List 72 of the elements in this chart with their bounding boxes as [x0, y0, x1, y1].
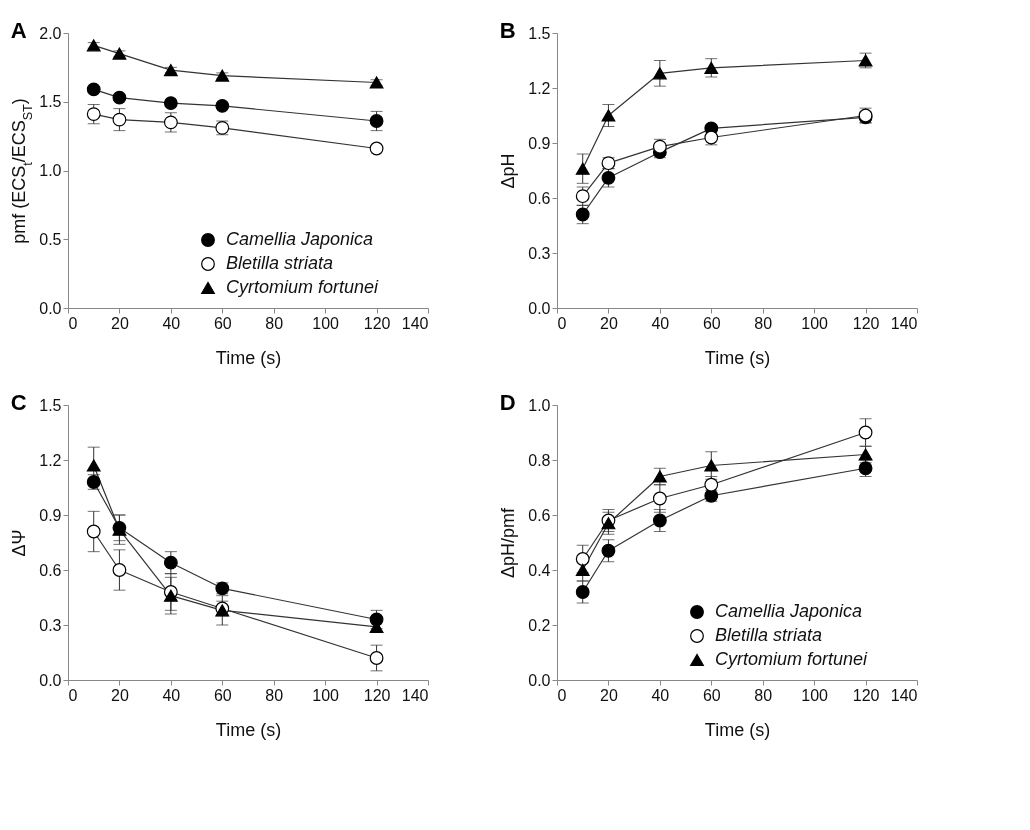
y-axis-title: ΔpH/pmf: [498, 506, 519, 579]
y-tick-label: 0.9: [39, 506, 62, 524]
x-tick-label: 100: [312, 314, 340, 332]
y-tick-label: 0.0: [528, 299, 551, 317]
chart-title: D: [499, 390, 516, 415]
x-tick-label: 100: [312, 686, 340, 704]
chart-title: A: [10, 18, 27, 43]
x-tick-label: 20: [600, 314, 618, 332]
x-tick-label: 80: [754, 686, 773, 704]
x-tick-label: 20: [600, 686, 618, 704]
x-tick-label: 140: [890, 314, 918, 332]
x-tick-label: 60: [702, 314, 721, 332]
chart-title: C: [10, 390, 27, 415]
y-tick-label: 1.5: [39, 396, 62, 414]
x-tick-label: 140: [401, 314, 429, 332]
y-tick-label: 1.5: [39, 93, 62, 111]
y-tick-label: 0.9: [528, 134, 551, 152]
x-tick-label: 60: [702, 686, 721, 704]
y-tick-label: 1.5: [528, 24, 551, 42]
x-tick-label: 60: [213, 686, 232, 704]
x-tick-label: 120: [852, 314, 880, 332]
legend-label: Cyrtomium fortunei: [715, 649, 869, 669]
x-axis-title: Time (s): [704, 347, 771, 368]
x-tick-label: 0: [68, 686, 78, 704]
x-tick-label: 80: [754, 314, 773, 332]
y-tick-label: 0.3: [39, 616, 62, 634]
y-tick-label: 0.5: [39, 230, 62, 248]
x-tick-label: 0: [557, 686, 567, 704]
x-tick-label: 100: [801, 314, 829, 332]
x-tick-label: 100: [801, 686, 829, 704]
legend-label: Camellia Japonica: [226, 229, 374, 249]
y-tick-label: 1.2: [39, 451, 62, 469]
x-tick-label: 140: [401, 686, 429, 704]
y-tick-label: 0.0: [528, 671, 551, 689]
chart-title: B: [499, 18, 516, 43]
y-tick-label: 0.4: [528, 561, 551, 579]
y-tick-label: 0.8: [528, 451, 551, 469]
x-tick-label: 40: [651, 314, 670, 332]
x-tick-label: 40: [651, 686, 670, 704]
y-tick-label: 0.3: [528, 244, 551, 262]
y-tick-label: 0.6: [528, 189, 551, 207]
x-axis-title: Time (s): [215, 347, 282, 368]
y-axis-title: ΔΨ: [9, 529, 30, 557]
x-tick-label: 140: [890, 686, 918, 704]
x-tick-label: 40: [162, 314, 181, 332]
x-tick-label: 120: [363, 686, 391, 704]
x-axis-title: Time (s): [704, 719, 771, 740]
x-axis-title: Time (s): [215, 719, 282, 740]
x-tick-label: 0: [557, 314, 567, 332]
legend-label: Camellia Japonica: [715, 601, 863, 621]
y-tick-label: 2.0: [39, 24, 62, 42]
y-tick-label: 1.2: [528, 79, 551, 97]
legend-label: Bletilla striata: [715, 625, 823, 645]
x-tick-label: 120: [363, 314, 391, 332]
y-tick-label: 1.0: [528, 396, 551, 414]
y-tick-label: 0.6: [528, 506, 551, 524]
x-tick-label: 40: [162, 686, 181, 704]
x-tick-label: 60: [213, 314, 232, 332]
x-tick-label: 80: [265, 314, 284, 332]
legend-label: Cyrtomium fortunei: [226, 277, 380, 297]
x-tick-label: 0: [68, 314, 78, 332]
x-tick-label: 80: [265, 686, 284, 704]
y-tick-label: 0.6: [39, 561, 62, 579]
x-tick-label: 120: [852, 686, 880, 704]
y-axis-title: ΔpH: [498, 153, 519, 189]
legend-label: Bletilla striata: [226, 253, 334, 273]
x-tick-label: 20: [111, 314, 129, 332]
y-tick-label: 0.0: [39, 299, 62, 317]
y-tick-label: 0.0: [39, 671, 62, 689]
y-tick-label: 0.2: [528, 616, 551, 634]
y-tick-label: 1.0: [39, 162, 62, 179]
x-tick-label: 20: [111, 686, 129, 704]
